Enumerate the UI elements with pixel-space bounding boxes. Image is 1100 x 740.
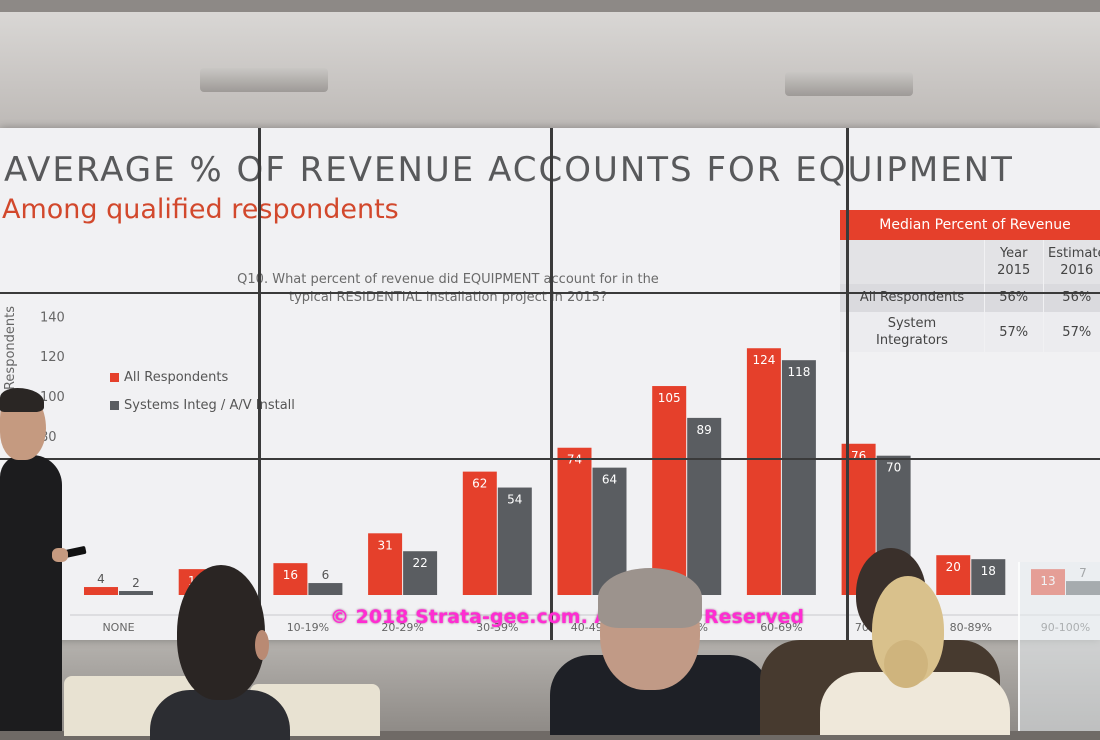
bar-value-label: 118 [787,365,810,379]
median-header-blank [840,240,984,284]
median-row-2016: 57% [1043,312,1100,352]
median-row-2016: 56% [1043,284,1100,312]
median-row-system-integrators: System Integrators 57% 57% [840,312,1100,352]
median-header-year-label: Year [985,245,1043,262]
bar-value-label: 2 [132,576,140,590]
presenter-hand [52,548,68,562]
median-header-estimate-label: Estimate [1044,245,1100,262]
bar-value-label: 20 [946,560,961,574]
bar-value-label: 105 [658,391,681,405]
speaker-left [200,68,328,92]
bar-value-label: 70 [886,461,901,475]
audience-member-ponytail [884,640,928,688]
bar-value-label: 4 [97,572,105,586]
x-tick-label: 10-19% [287,621,329,634]
bar-systems-integ [687,418,721,595]
median-percent-table: Median Percent of Revenue Year 2015 Esti… [840,210,1100,352]
bar-all-respondents [84,587,118,595]
y-axis-label: Respondents [3,306,18,390]
bar-value-label: 18 [981,564,996,578]
x-tick-label: 80-89% [950,621,992,634]
bar-value-label: 16 [283,568,298,582]
speaker-right [785,72,913,96]
bar-systems-integ [308,583,342,595]
bar-value-label: 22 [412,556,427,570]
median-header-estimate: Estimate 2016 [1043,240,1100,284]
bar-value-label: 54 [507,493,522,507]
median-row-label: System Integrators [840,312,984,352]
bar-value-label: 62 [472,477,487,491]
audience-member-ear [255,630,269,660]
median-row-label-line2: Integrators [840,332,984,349]
bar-all-respondents [652,386,686,595]
y-tick-label: 140 [40,310,65,325]
median-header-year-value: 2015 [985,262,1043,279]
median-row-label-line1: System [840,315,984,332]
panel-seam [550,128,553,640]
bar-value-label: 31 [377,538,392,552]
bar-value-label: 124 [752,353,775,367]
bar-all-respondents [558,448,592,595]
video-wall-screen: AVERAGE % OF REVENUE ACCOUNTS FOR EQUIPM… [0,128,1100,640]
median-table-title: Median Percent of Revenue [840,210,1100,240]
x-tick-label: NONE [102,621,134,634]
audience-member-head [177,565,265,700]
median-row-all-respondents: All Respondents 56% 56% [840,284,1100,312]
median-header-estimate-value: 2016 [1044,262,1100,279]
panel-seam [0,292,1100,294]
panel-seam [846,128,849,640]
bar-value-label: 6 [322,568,330,582]
copyright-watermark: © 2018 Strata-gee.com. All Rights Reserv… [330,606,804,628]
median-row-2015: 56% [984,284,1043,312]
ceiling-trim [0,0,1100,12]
bar-systems-integ [782,360,816,595]
bar-systems-integ [119,591,153,595]
bar-value-label: 89 [697,423,712,437]
bar-value-label: 64 [602,473,617,487]
median-row-2015: 57% [984,312,1043,352]
median-header-year: Year 2015 [984,240,1043,284]
panel-seam [0,458,1100,460]
presenter-body [0,455,62,731]
podium-glass [1018,562,1100,731]
ceiling [0,0,1100,130]
bar-all-respondents [747,348,781,595]
audience-member-hair [598,568,702,628]
median-row-label: All Respondents [840,284,984,312]
y-tick-label: 120 [40,350,65,365]
panel-seam [258,128,261,640]
median-table-header-row: Year 2015 Estimate 2016 [840,240,1100,284]
bar-value-label: 76 [851,449,866,463]
